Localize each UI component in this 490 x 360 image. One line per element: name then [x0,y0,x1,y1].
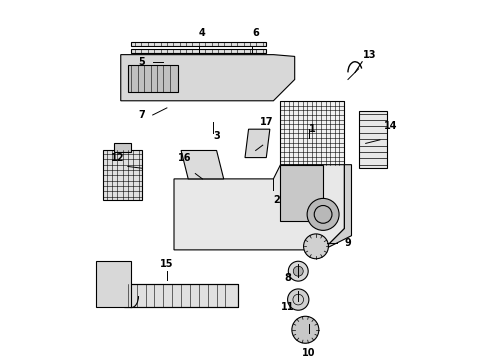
Text: 3: 3 [213,131,220,141]
Text: 11: 11 [281,302,294,312]
Text: 5: 5 [139,57,146,67]
Bar [128,65,177,92]
Text: 1: 1 [309,124,316,134]
Circle shape [292,316,319,343]
Polygon shape [174,165,344,250]
Bar [96,261,131,307]
Text: 13: 13 [363,50,376,60]
Text: 10: 10 [302,348,316,358]
Polygon shape [181,150,224,179]
Text: 14: 14 [384,121,397,131]
Circle shape [294,266,303,276]
Bar [280,101,344,165]
Polygon shape [121,55,294,101]
Polygon shape [245,129,270,158]
Bar [114,143,131,152]
Text: 16: 16 [178,153,192,163]
Text: 6: 6 [252,28,259,38]
Text: 7: 7 [139,110,146,120]
Bar [280,165,323,221]
Text: 9: 9 [344,238,351,248]
Bar [131,49,266,53]
Text: 2: 2 [273,195,280,205]
Text: 17: 17 [260,117,273,127]
Bar [359,112,387,168]
Text: 4: 4 [199,28,206,38]
Circle shape [304,234,328,259]
Text: 12: 12 [110,153,124,163]
Bar [131,41,266,46]
Bar [103,150,142,200]
Circle shape [288,261,308,281]
Text: 15: 15 [160,259,173,269]
Circle shape [307,198,339,230]
Bar [124,284,238,307]
Text: 8: 8 [284,273,291,283]
Bar [124,284,238,307]
Polygon shape [323,165,351,250]
Circle shape [288,289,309,310]
